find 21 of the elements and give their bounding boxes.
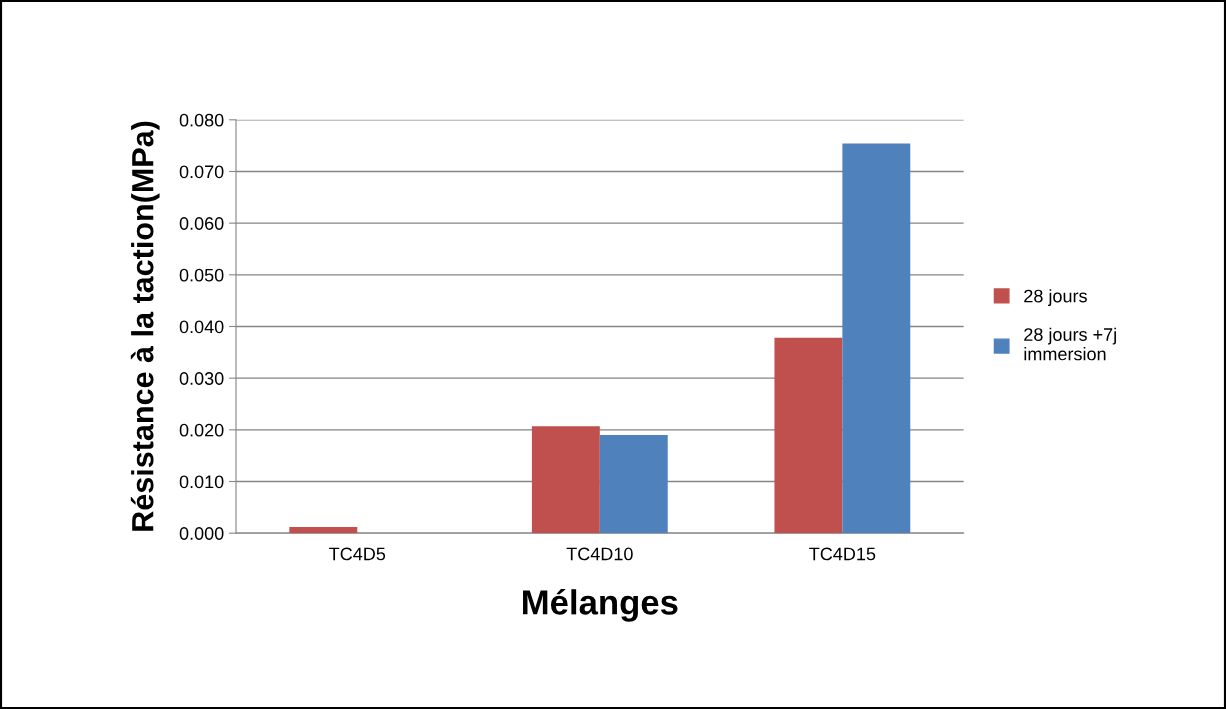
y-tick-label: 0.020 (179, 423, 224, 437)
x-axis-title: Mélanges (523, 588, 678, 622)
y-tick-label: 0.050 (179, 268, 224, 282)
bar (289, 526, 358, 534)
y-tick-label: 0.010 (179, 475, 224, 489)
bar (842, 143, 911, 534)
bar (774, 337, 843, 534)
bar (599, 435, 668, 534)
y-tick-label: 0.000 (179, 527, 224, 540)
bar (531, 426, 600, 534)
legend-label: 28 jours (1024, 289, 1087, 306)
x-tick-label: TC4D10 (566, 547, 633, 561)
legend-label: 28 jours +7j immersion (1024, 327, 1116, 361)
y-axis-title: Résistance à la taction(MPa) (130, 121, 160, 531)
y-tick-label: 0.070 (179, 165, 224, 179)
y-tick-label: 0.060 (179, 217, 224, 230)
x-tick-label: TC4D5 (329, 547, 386, 561)
y-tick-label: 0.040 (179, 320, 224, 334)
x-tick-label: TC4D15 (809, 547, 876, 561)
y-tick-label: 0.030 (179, 372, 224, 385)
y-tick-label: 0.080 (179, 113, 224, 127)
